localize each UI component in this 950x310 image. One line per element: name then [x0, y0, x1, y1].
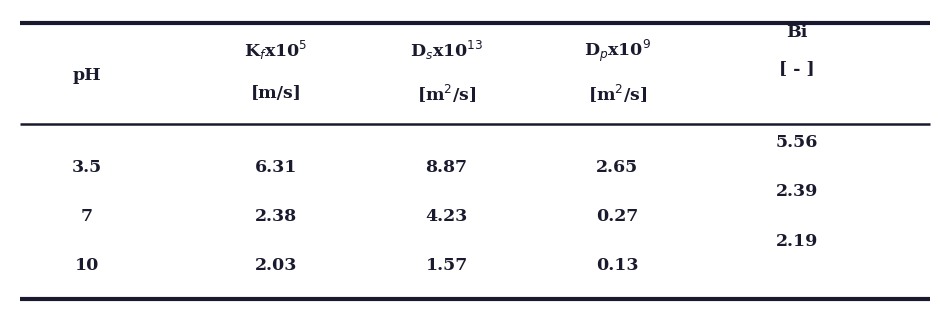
Text: D$_s$x10$^{13}$: D$_s$x10$^{13}$	[410, 39, 484, 62]
Text: 3.5: 3.5	[71, 159, 102, 176]
Text: 6.31: 6.31	[255, 159, 297, 176]
Text: 2.38: 2.38	[255, 208, 297, 225]
Text: 1.57: 1.57	[426, 257, 467, 274]
Text: [ - ]: [ - ]	[779, 60, 815, 78]
Text: 2.65: 2.65	[596, 159, 638, 176]
Text: Bi: Bi	[787, 24, 807, 41]
Text: 2.03: 2.03	[255, 257, 297, 274]
Text: 2.39: 2.39	[776, 184, 818, 200]
Text: 7: 7	[81, 208, 93, 225]
Text: [m/s]: [m/s]	[251, 85, 301, 102]
Text: 5.56: 5.56	[776, 134, 818, 151]
Text: 0.27: 0.27	[596, 208, 638, 225]
Text: 0.13: 0.13	[596, 257, 638, 274]
Text: pH: pH	[72, 67, 101, 84]
Text: 4.23: 4.23	[426, 208, 467, 225]
Text: D$_p$x10$^9$: D$_p$x10$^9$	[583, 38, 651, 64]
Text: 10: 10	[74, 257, 99, 274]
Text: [m$^2$/s]: [m$^2$/s]	[417, 82, 476, 104]
Text: 2.19: 2.19	[776, 232, 818, 250]
Text: 8.87: 8.87	[426, 159, 467, 176]
Text: K$_f$x10$^5$: K$_f$x10$^5$	[244, 39, 308, 62]
Text: [m$^2$/s]: [m$^2$/s]	[587, 82, 647, 104]
